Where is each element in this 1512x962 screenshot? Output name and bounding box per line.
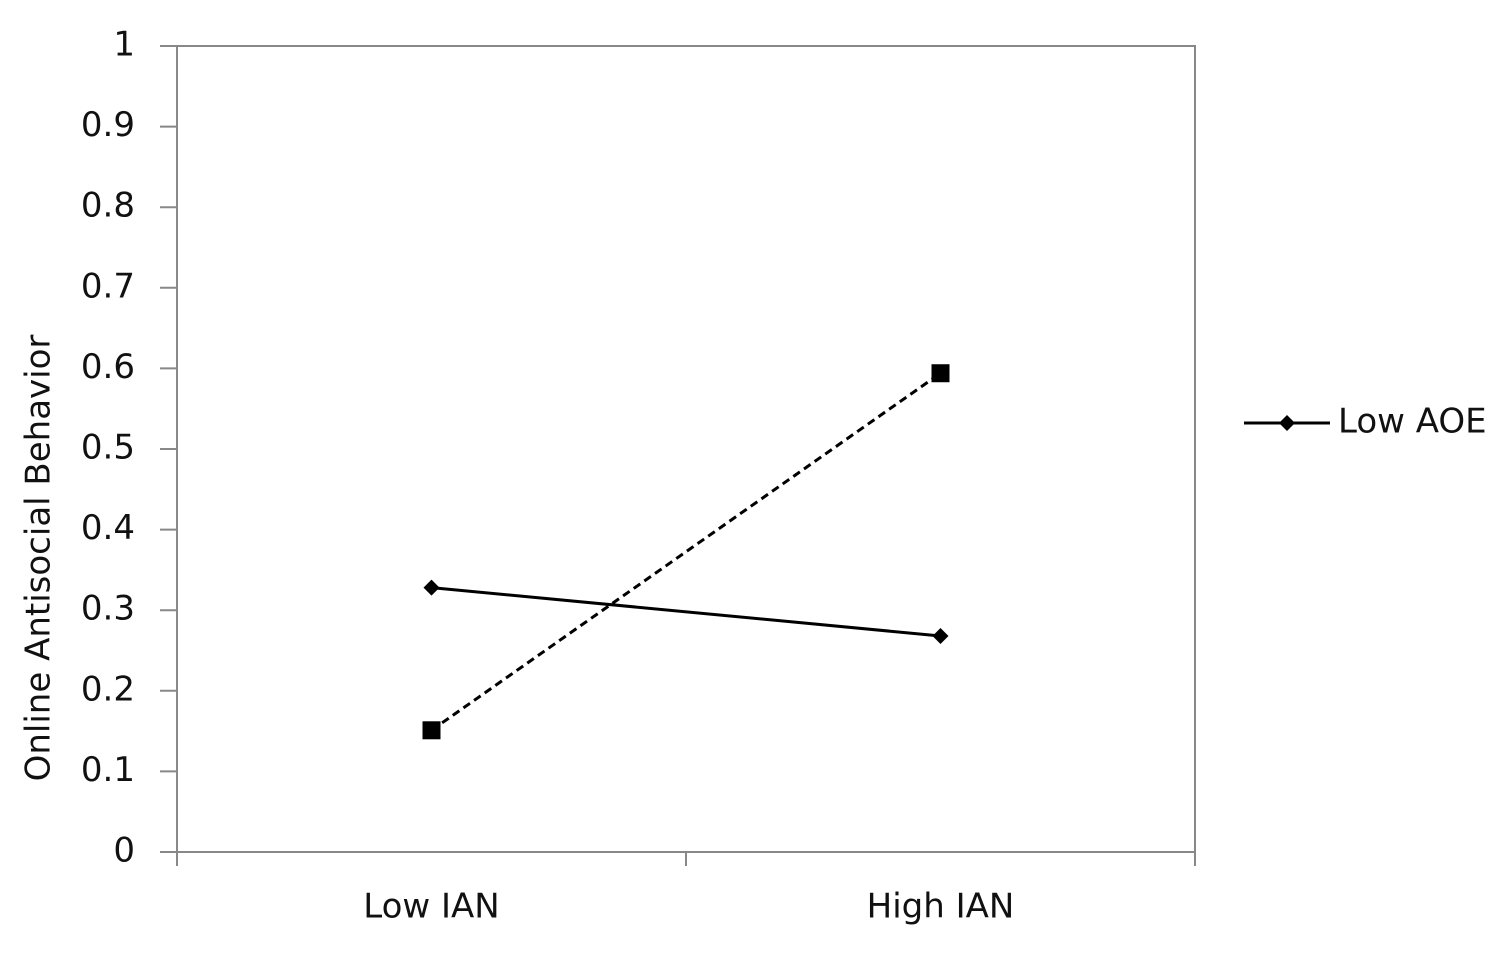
y-tick-label: 0.9 <box>81 105 135 145</box>
y-tick-label: 0.5 <box>81 428 135 468</box>
point <box>931 364 950 383</box>
y-tick-label: 0.8 <box>81 186 135 226</box>
y-tick-label: 0.4 <box>81 508 135 548</box>
x-tick-label: Low IAN <box>363 887 499 927</box>
point <box>932 627 949 644</box>
y-tick-label: 0.7 <box>81 266 135 306</box>
x-tick-label: High IAN <box>867 887 1015 927</box>
y-tick-label: 0.2 <box>81 669 135 709</box>
point <box>422 721 441 740</box>
legend-label: Low AOE <box>1338 402 1487 442</box>
plot-frame <box>176 45 1196 853</box>
y-tick-label: 0.3 <box>81 589 135 629</box>
series-line <box>430 372 942 732</box>
y-axis-title: Online Antisocial Behavior <box>19 335 59 782</box>
y-tick-label: 0 <box>113 831 135 871</box>
y-tick-label: 1 <box>113 25 135 65</box>
point <box>423 579 440 596</box>
series-line <box>431 586 941 638</box>
y-tick-label: 0.6 <box>81 347 135 387</box>
legend-marker <box>1279 415 1295 431</box>
y-tick-label: 0.1 <box>81 750 135 790</box>
